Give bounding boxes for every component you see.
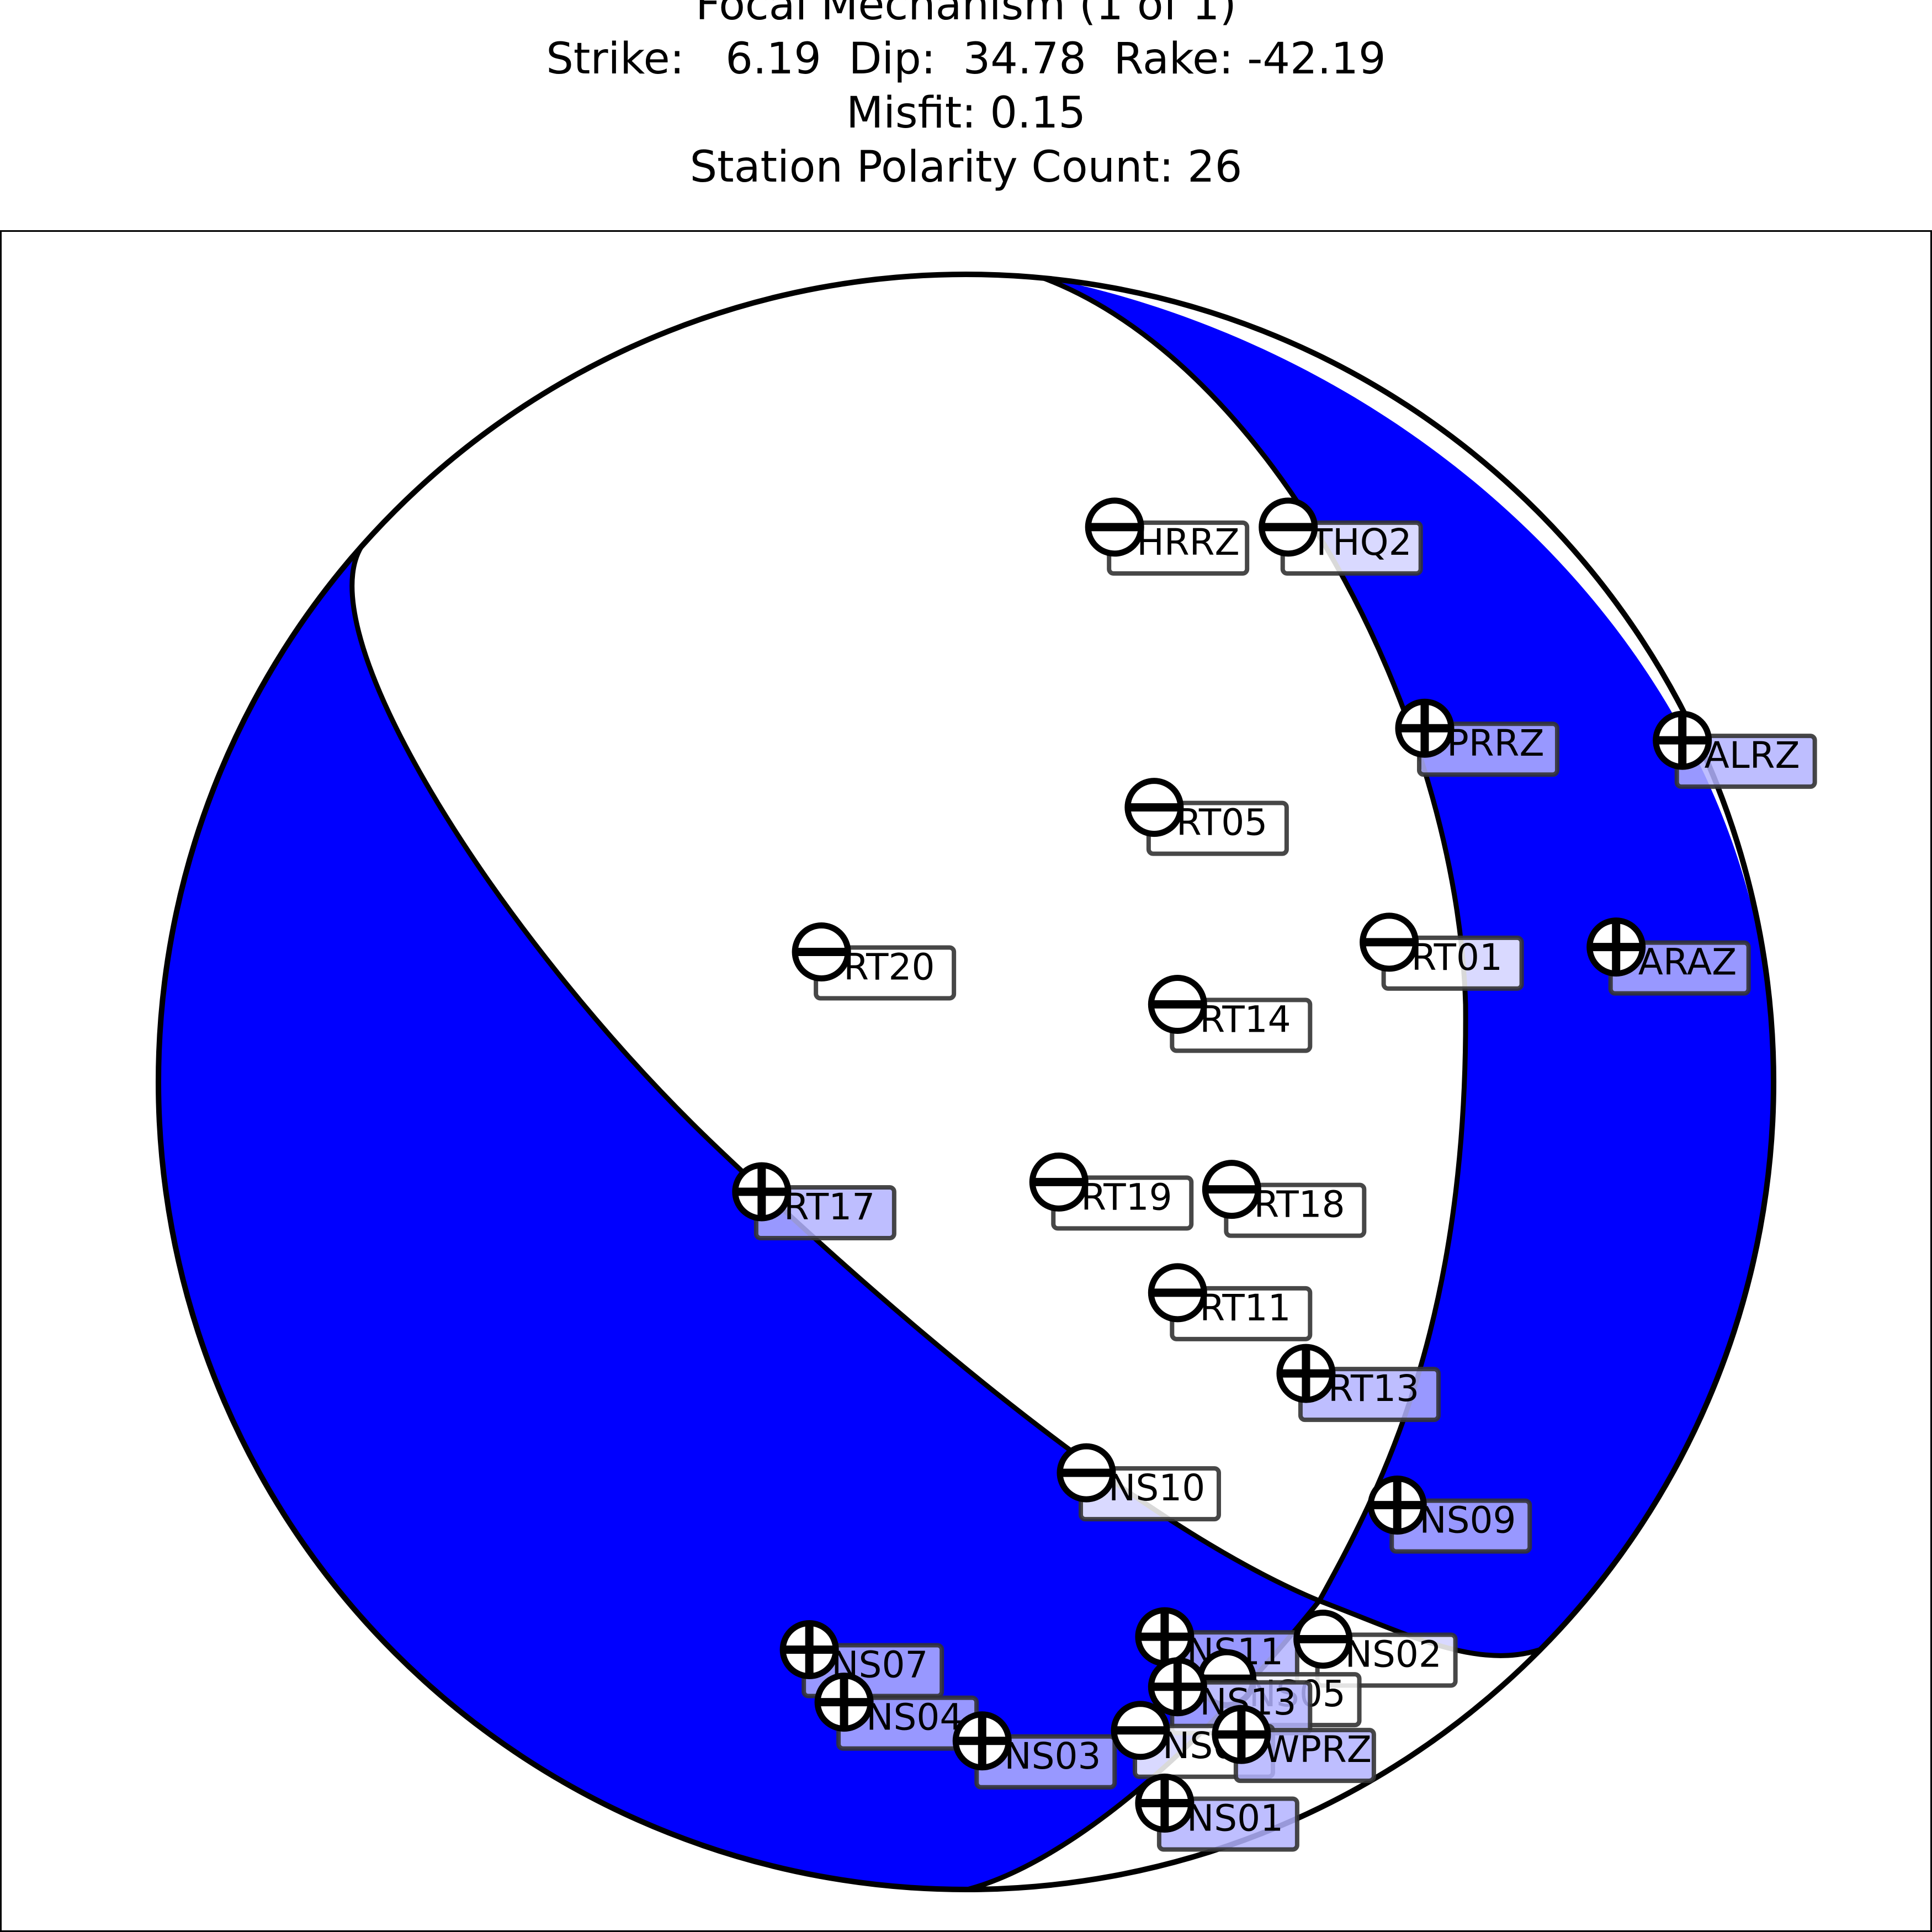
dilatation-marker-icon <box>1085 497 1144 557</box>
station-label-text: RT20 <box>843 946 935 988</box>
compression-marker-icon <box>1135 1607 1195 1666</box>
station-label-text: NS03 <box>1004 1735 1101 1777</box>
station-rt20: RT20 <box>792 922 957 1001</box>
station-label-text: NS04 <box>866 1696 963 1739</box>
station-araz: ARAZ <box>1586 917 1751 996</box>
station-ns09: NS09 <box>1367 1475 1532 1554</box>
station-rt17: RT17 <box>732 1162 896 1240</box>
station-rt11: RT11 <box>1148 1263 1313 1341</box>
station-label-text: NS10 <box>1108 1467 1205 1509</box>
station-label-text: RT11 <box>1199 1287 1291 1329</box>
station-label-text: RT13 <box>1328 1367 1419 1410</box>
dilatation-marker-icon <box>1259 497 1318 557</box>
station-hrrz: HRRZ <box>1085 497 1250 576</box>
compression-marker-icon <box>1212 1705 1271 1764</box>
station-prrz: PRRZ <box>1395 698 1559 777</box>
dilatation-marker-icon <box>1202 1160 1261 1219</box>
station-rt01: RT01 <box>1360 912 1524 991</box>
compression-marker-icon <box>1367 1475 1427 1535</box>
station-thq2: THQ2 <box>1259 497 1423 576</box>
title-line-2: Strike: 6.19 Dip: 34.78 Rake: -42.19 <box>546 34 1386 84</box>
chart-title: Focal Mechanism (1 of 1) Strike: 6.19 Di… <box>0 0 1932 194</box>
station-label-text: NS02 <box>1345 1633 1442 1675</box>
station-label-text: ALRZ <box>1705 734 1800 777</box>
compression-marker-icon <box>1276 1344 1336 1403</box>
station-label-text: RT17 <box>784 1186 875 1228</box>
focal-sphere-outline <box>156 272 1776 1892</box>
station-label-text: PRRZ <box>1447 722 1544 765</box>
station-rt18: RT18 <box>1202 1160 1367 1238</box>
station-label-text: RT01 <box>1411 936 1503 979</box>
station-label-text: RT18 <box>1254 1183 1345 1226</box>
dilatation-marker-icon <box>1111 1701 1170 1760</box>
dilatation-marker-icon <box>1148 1263 1207 1323</box>
beachball <box>156 272 1776 1892</box>
dilatation-marker-icon <box>1293 1609 1353 1669</box>
compression-marker-icon <box>1586 917 1646 977</box>
dilatation-marker-icon <box>1360 912 1419 972</box>
dilatation-marker-icon <box>1057 1443 1116 1503</box>
station-ns04: NS04 <box>814 1673 979 1751</box>
station-ns01: NS01 <box>1135 1773 1299 1852</box>
station-rt13: RT13 <box>1276 1344 1441 1423</box>
station-rt05: RT05 <box>1124 778 1289 856</box>
dilatation-marker-icon <box>1029 1152 1089 1212</box>
station-ns03: NS03 <box>952 1711 1117 1790</box>
nodal-plane-1 <box>349 533 1547 1658</box>
title-line-1: Focal Mechanism (1 of 1) <box>696 0 1236 30</box>
title-line-4: Station Polarity Count: 26 <box>689 142 1243 192</box>
station-wprz: WPRZ <box>1212 1705 1376 1784</box>
station-ns10: NS10 <box>1057 1443 1221 1522</box>
station-polarities: HRRZ THQ2 PRRZ ALRZ RT05 RT20 RT01 ARAZ RT14 RT17… <box>732 497 1817 1852</box>
dilatation-marker-icon <box>1148 975 1207 1034</box>
compression-marker-icon <box>732 1162 792 1222</box>
station-label-text: NS01 <box>1187 1797 1283 1839</box>
compressional-quadrant-east <box>1038 276 1774 1656</box>
compressional-quadrant-west <box>158 535 1319 1889</box>
compression-marker-icon <box>952 1711 1012 1771</box>
compression-marker-icon <box>1653 710 1712 770</box>
compression-marker-icon <box>1135 1773 1195 1833</box>
station-alrz: ALRZ <box>1653 710 1817 789</box>
station-label-text: THQ2 <box>1310 521 1412 564</box>
compression-marker-icon <box>1148 1657 1207 1717</box>
dilatation-marker-icon <box>1124 778 1184 837</box>
compression-marker-icon <box>779 1620 839 1679</box>
station-rt14: RT14 <box>1148 975 1313 1053</box>
compression-marker-icon <box>814 1673 874 1732</box>
plot-frame <box>0 230 1932 1932</box>
station-label-text: NS09 <box>1419 1499 1516 1542</box>
station-label-text: RT05 <box>1176 802 1267 844</box>
station-label-text: ARAZ <box>1638 941 1737 984</box>
station-label-text: WPRZ <box>1264 1728 1372 1771</box>
dilatation-marker-icon <box>792 922 851 981</box>
title-line-3: Misfit: 0.15 <box>846 88 1086 138</box>
compression-marker-icon <box>1395 698 1455 758</box>
station-label-text: RT19 <box>1081 1176 1172 1218</box>
station-rt19: RT19 <box>1029 1152 1194 1231</box>
station-label-text: HRRZ <box>1137 521 1240 564</box>
station-label-text: RT14 <box>1199 999 1291 1041</box>
